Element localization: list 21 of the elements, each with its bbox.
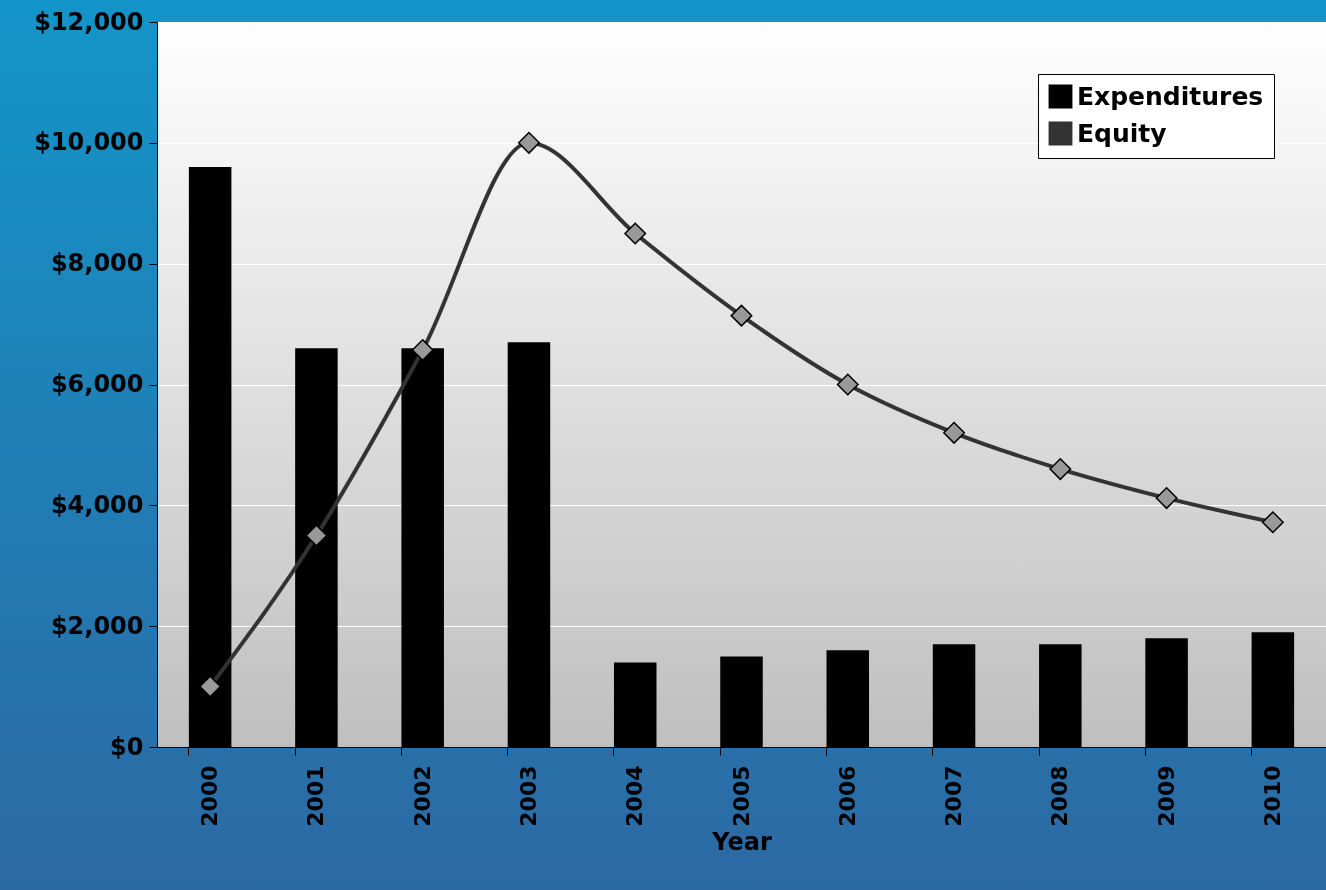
x-axis-title: Year [711, 827, 772, 856]
x-tick-label: 2007 [941, 765, 967, 827]
x-tick-label: 2006 [834, 765, 860, 827]
legend-label: Expenditures [1077, 81, 1264, 111]
x-tick-label: 2003 [515, 765, 541, 827]
y-tick-label: $2,000 [50, 611, 144, 640]
x-tick-label: 2000 [197, 765, 223, 827]
y-tick-label: $12,000 [34, 7, 144, 36]
y-tick-label: $8,000 [50, 249, 144, 278]
x-tick-label: 2005 [728, 765, 754, 827]
x-tick-label: 2002 [409, 765, 435, 827]
x-tick-label: 2010 [1259, 765, 1285, 827]
y-tick-label: $10,000 [34, 128, 144, 157]
legend-label: Equity [1077, 118, 1167, 148]
y-tick-label: $4,000 [50, 490, 144, 519]
x-tick-label: 2004 [622, 765, 648, 827]
y-tick-label: $0 [110, 732, 144, 761]
x-tick-label: 2009 [1153, 765, 1179, 827]
x-tick-label: 2008 [1047, 765, 1073, 827]
y-tick-label: $6,000 [50, 370, 144, 398]
x-tick-label: 2001 [303, 765, 329, 827]
